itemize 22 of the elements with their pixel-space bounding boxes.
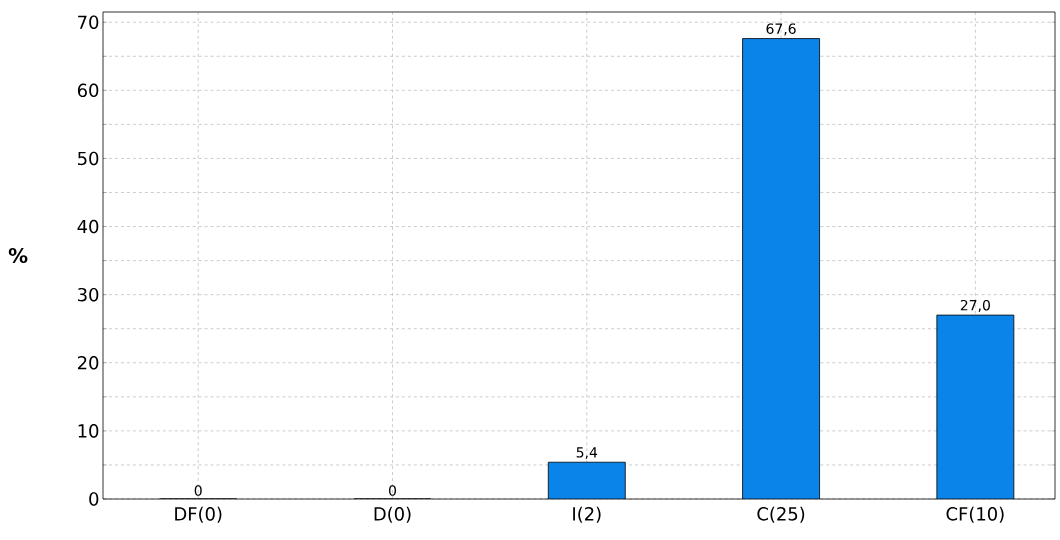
y-tick-label: 30 <box>78 287 99 302</box>
bar <box>742 38 820 499</box>
y-tick-label: 0 <box>89 492 99 506</box>
data-label: 5,4 <box>576 447 598 460</box>
data-label: 0 <box>388 485 396 496</box>
y-tick-label: 20 <box>77 355 99 370</box>
data-label: 67,6 <box>766 23 796 36</box>
y-tick-label: 40 <box>77 219 99 234</box>
y-tick-label: 50 <box>78 151 99 166</box>
y-tick-label: 10 <box>78 424 99 438</box>
data-label: 0 <box>194 485 202 496</box>
y-axis-title: % <box>8 247 28 264</box>
x-tick-label: D(0) <box>374 506 411 523</box>
y-tick-label: 70 <box>78 15 99 29</box>
bar <box>547 461 626 499</box>
x-tick-label: DF(0) <box>175 506 222 523</box>
x-tick-label: C(25) <box>757 506 805 523</box>
x-tick-label: CF(10) <box>946 506 1004 523</box>
bar <box>936 314 1015 499</box>
y-tick-label: 60 <box>77 83 99 98</box>
data-label: 27,0 <box>960 299 990 312</box>
x-tick-label: I(2) <box>573 506 601 523</box>
